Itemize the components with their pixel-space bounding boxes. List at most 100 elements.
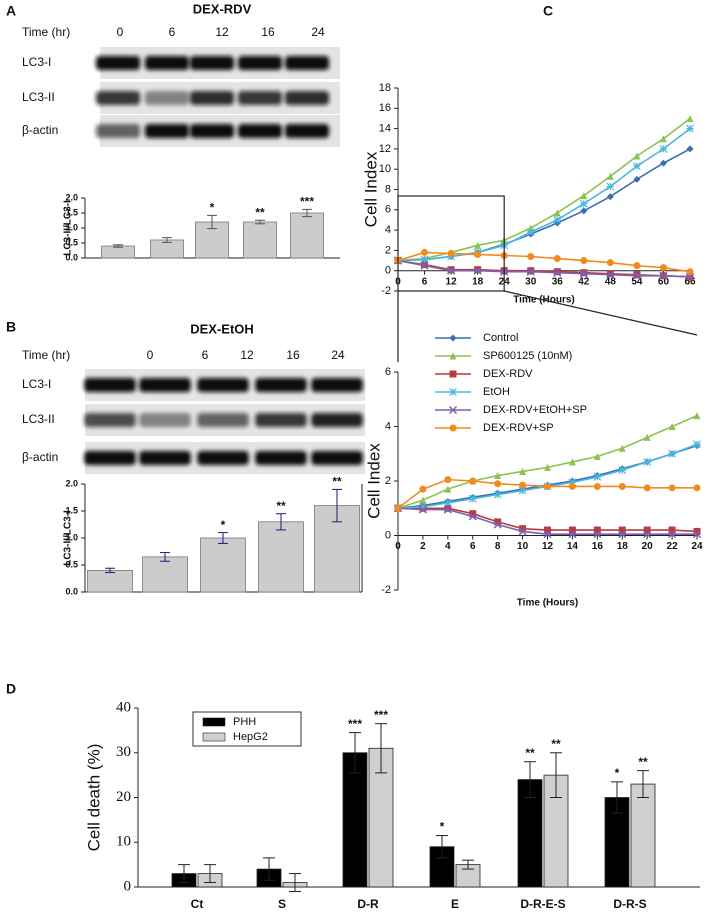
point — [518, 486, 527, 495]
point — [668, 530, 677, 539]
marker-shape — [593, 530, 602, 539]
blot-band — [84, 378, 136, 392]
point — [579, 199, 588, 208]
point — [447, 249, 455, 257]
point — [553, 216, 562, 224]
point — [553, 268, 562, 277]
point — [420, 255, 429, 264]
panel-letter: C — [543, 3, 553, 19]
marker-shape — [473, 266, 482, 275]
marker-shape — [686, 145, 694, 153]
panel-letter: D — [6, 681, 16, 697]
x-tick-label: 2 — [420, 541, 426, 552]
x-tick-label: D-R-S — [613, 897, 646, 911]
marker-shape — [448, 405, 458, 415]
y-tick-label: 0.0 — [65, 252, 78, 262]
marker-shape — [580, 192, 588, 200]
y-tick-label: 4 — [385, 420, 391, 432]
marker-shape — [568, 526, 576, 534]
bar — [258, 521, 304, 593]
point — [686, 145, 694, 153]
y-axis-label: Cell death (%) — [84, 744, 103, 852]
marker-shape — [693, 484, 701, 492]
blot-band — [189, 91, 235, 105]
point — [444, 485, 452, 493]
x-tick-label: E — [451, 897, 459, 911]
marker-shape — [544, 526, 551, 534]
error-bar — [637, 770, 649, 798]
legend-label: HepG2 — [233, 731, 268, 743]
point — [493, 520, 502, 529]
blot-band — [311, 378, 363, 392]
marker-shape — [518, 527, 527, 536]
x-tick-label: 10 — [517, 541, 529, 552]
y-tick-label: 10 — [116, 834, 131, 850]
point — [544, 482, 551, 490]
lane-label: 12 — [240, 348, 254, 362]
marker-shape — [449, 424, 457, 432]
blot-band — [139, 451, 191, 465]
point — [618, 444, 626, 452]
point — [544, 526, 551, 534]
error-bar — [113, 244, 123, 248]
y-tick-label: 14 — [379, 123, 391, 135]
error-bar — [207, 214, 217, 230]
point — [693, 440, 701, 449]
y-tick-label: 18 — [379, 82, 391, 94]
series-line — [397, 251, 691, 273]
y-tick-label: 1.0 — [65, 222, 78, 232]
marker-shape — [447, 249, 455, 257]
blot-band — [95, 124, 141, 138]
marker-shape — [444, 476, 452, 484]
marker-shape — [468, 512, 477, 521]
blot-band — [95, 56, 141, 70]
point — [468, 512, 477, 521]
marker-shape — [580, 257, 588, 265]
point — [494, 480, 502, 488]
marker-shape — [685, 272, 695, 281]
significance: *** — [300, 195, 314, 209]
marker-shape — [693, 412, 701, 420]
marker-shape — [526, 267, 535, 276]
marker-shape — [580, 207, 588, 215]
y-tick-label: 8 — [385, 183, 391, 195]
marker-shape — [568, 482, 576, 490]
marker-shape — [468, 494, 477, 503]
error-bar — [349, 732, 361, 774]
point — [568, 530, 577, 539]
legend-label: SP600125 (10nM) — [483, 350, 572, 362]
blot-row-label: LC3-I — [22, 55, 51, 69]
marker-shape — [606, 172, 614, 180]
legend-swatch — [202, 732, 226, 742]
marker-shape — [568, 530, 577, 539]
x-tick-label: 6 — [422, 276, 428, 287]
point — [606, 172, 614, 180]
y-tick-label: 0 — [124, 878, 132, 894]
blot-band — [139, 413, 191, 427]
error-bar — [550, 752, 562, 798]
point — [473, 266, 482, 275]
point — [659, 271, 668, 280]
marker-shape — [419, 485, 427, 493]
lane-label: 6 — [202, 348, 209, 362]
y-tick-label: 30 — [116, 744, 131, 760]
blot-band — [84, 451, 136, 465]
marker-shape — [643, 530, 652, 539]
significance: * — [440, 820, 445, 834]
point — [668, 423, 676, 430]
point — [443, 498, 452, 507]
x-tick-label: 20 — [642, 541, 654, 552]
point — [443, 505, 452, 514]
marker-shape — [449, 334, 457, 342]
point — [444, 476, 452, 484]
point — [519, 481, 527, 489]
marker-shape — [618, 466, 627, 475]
bar — [342, 752, 368, 888]
marker-shape — [420, 261, 429, 270]
x-tick-label: D-R-E-S — [520, 897, 565, 911]
point — [519, 467, 527, 475]
legend-marker — [449, 334, 457, 342]
zoom-connector — [504, 290, 698, 336]
marker-shape — [618, 526, 626, 534]
x-tick-label: 12 — [446, 276, 458, 287]
